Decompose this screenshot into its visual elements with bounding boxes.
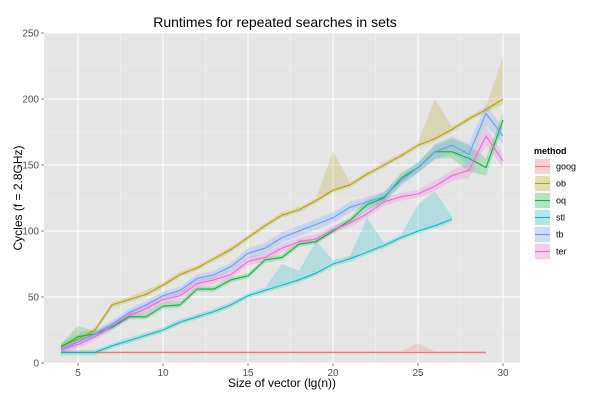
ribbon-goog (61, 343, 486, 354)
y-axis-ticks: 0 50 100 150 200 250 (22, 29, 44, 370)
y-tick-label: 150 (22, 161, 39, 172)
x-tick-label: 20 (327, 368, 339, 379)
y-tick-label: 100 (22, 227, 39, 238)
y-tick-label: 50 (28, 293, 40, 304)
legend-item-ter: ter (533, 242, 567, 261)
legend-item-oq: oq (533, 191, 566, 210)
legend-label: goog (556, 162, 576, 172)
line-stl (61, 218, 453, 353)
legend-label: tb (556, 230, 564, 240)
x-tick-label: 5 (75, 368, 81, 379)
legend-label: ob (556, 179, 566, 189)
y-tick-label: 0 (33, 359, 39, 370)
x-tick-label: 15 (242, 368, 254, 379)
line-ob (60, 98, 504, 347)
legend-item-stl: stl (533, 208, 565, 227)
legend-items: goog ob oq stl tb ter (533, 157, 576, 261)
legend-label: ter (556, 247, 567, 257)
major-gridlines (44, 32, 520, 364)
chart-title: Runtimes for repeated searches in sets (153, 14, 397, 30)
line-tb (60, 112, 504, 351)
x-axis-ticks: 5 10 15 20 25 30 (75, 363, 509, 379)
legend: method goog ob oq stl tb ter (533, 146, 576, 261)
minor-gridlines (44, 33, 520, 363)
legend-label: stl (556, 213, 565, 223)
ribbon-oq (61, 112, 503, 352)
series-lines (60, 98, 504, 353)
confidence-ribbons (61, 56, 503, 356)
legend-label: oq (556, 196, 566, 206)
x-tick-label: 30 (497, 368, 509, 379)
legend-item-tb: tb (533, 225, 564, 244)
legend-item-goog: goog (533, 157, 576, 176)
ribbon-tb (61, 104, 503, 354)
x-axis-title: Size of vector (lg(n)) (228, 376, 336, 390)
legend-title: method (534, 146, 567, 156)
y-tick-label: 250 (22, 29, 39, 40)
x-tick-label: 25 (412, 368, 424, 379)
legend-item-ob: ob (533, 174, 566, 193)
y-axis-title: Cycles (f = 2.8GHz) (11, 145, 25, 250)
y-tick-label: 200 (22, 95, 39, 106)
line-ter (60, 135, 504, 351)
x-tick-label: 10 (157, 368, 169, 379)
ribbon-ter (61, 126, 503, 354)
